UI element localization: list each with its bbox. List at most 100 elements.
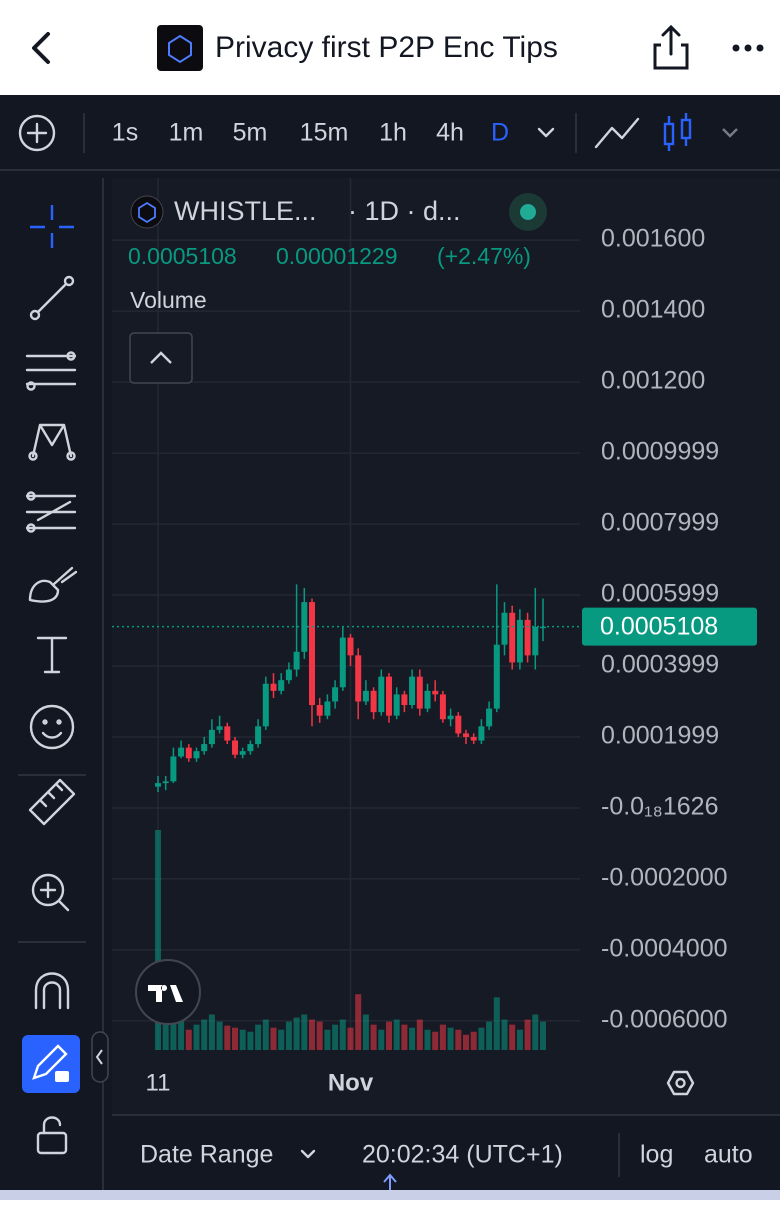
candle-body bbox=[262, 683, 269, 727]
candle-body bbox=[278, 680, 285, 691]
volume-bar bbox=[162, 1024, 169, 1050]
last-price-text: 0.0005108 bbox=[128, 243, 237, 269]
y-tick-label: 0.001400 bbox=[601, 296, 705, 324]
candle-chart-button[interactable] bbox=[663, 113, 692, 151]
interval-button[interactable]: 5m bbox=[233, 119, 268, 147]
interval-button[interactable]: 4h bbox=[436, 119, 464, 147]
volume-bar bbox=[285, 1021, 292, 1050]
share-button[interactable] bbox=[653, 24, 689, 70]
symbol-name[interactable]: WHISTLE... bbox=[174, 196, 317, 226]
trend-line-tool[interactable] bbox=[29, 275, 75, 321]
date-range-button[interactable]: Date Range bbox=[140, 1141, 273, 1169]
candle-body bbox=[432, 690, 439, 695]
volume-bar bbox=[316, 1021, 323, 1050]
last-price-badge bbox=[582, 607, 757, 646]
candle-body bbox=[162, 781, 169, 784]
channel-icon-glyph bbox=[168, 34, 192, 64]
interval-button[interactable]: 15m bbox=[300, 119, 349, 147]
auto-toggle[interactable]: auto bbox=[704, 1141, 753, 1169]
share-icon bbox=[653, 43, 689, 70]
channel-icon bbox=[157, 25, 203, 71]
candle-body bbox=[501, 612, 508, 645]
brush-tool[interactable] bbox=[28, 566, 78, 603]
time-display: 20:02:34 (UTC+1) bbox=[362, 1141, 563, 1169]
volume-bar bbox=[416, 1019, 423, 1050]
volume-bar bbox=[532, 1014, 539, 1050]
volume-label: Volume bbox=[130, 287, 207, 313]
interval-button[interactable]: 1s bbox=[112, 119, 138, 147]
volume-bar bbox=[201, 1019, 208, 1050]
line-chart-button[interactable] bbox=[594, 117, 640, 149]
interval-button[interactable]: 1m bbox=[169, 119, 204, 147]
scroll-indicator bbox=[383, 1173, 397, 1192]
add-plus bbox=[26, 122, 48, 144]
volume-bar bbox=[185, 1029, 192, 1050]
bottom-bar bbox=[0, 1190, 780, 1200]
drawing-mode-button[interactable] bbox=[22, 1035, 80, 1093]
volume-bar bbox=[463, 1034, 469, 1050]
collapse-icon bbox=[150, 351, 172, 364]
dot bbox=[756, 44, 764, 52]
candle-body bbox=[270, 683, 277, 691]
sidebar-toggle[interactable] bbox=[91, 1031, 109, 1083]
candle-body bbox=[309, 602, 315, 706]
y-tick-label: -0.0₁₈1626 bbox=[601, 793, 719, 821]
fib-tool[interactable] bbox=[25, 351, 77, 391]
volume-bar bbox=[386, 1021, 392, 1050]
magnet-tool[interactable] bbox=[34, 972, 70, 1010]
emoji-tool[interactable] bbox=[29, 704, 75, 750]
volume-bar bbox=[439, 1024, 446, 1050]
symbol-interval: · 1D · d... bbox=[348, 196, 461, 226]
chart-panel bbox=[112, 178, 780, 1115]
volume-bar bbox=[540, 1021, 546, 1050]
candle-body bbox=[293, 651, 300, 670]
volume-bar bbox=[255, 1024, 262, 1050]
volume-bar bbox=[262, 1019, 269, 1050]
y-tick-label: -0.0006000 bbox=[601, 1006, 728, 1034]
chart-type-menu[interactable] bbox=[722, 128, 738, 138]
candle-body bbox=[416, 676, 423, 709]
candle-body bbox=[216, 726, 223, 730]
volume-bar bbox=[470, 1031, 477, 1050]
pattern-tool[interactable] bbox=[28, 423, 76, 461]
collapse-button[interactable] bbox=[129, 332, 193, 384]
volume-bar bbox=[324, 1029, 331, 1050]
interval-menu[interactable] bbox=[537, 127, 555, 138]
interval-button[interactable]: 1h bbox=[379, 119, 407, 147]
candle-body bbox=[178, 747, 185, 757]
last-price-label: 0.0005108 bbox=[600, 612, 718, 640]
add-button[interactable] bbox=[18, 114, 56, 152]
y-tick-label: 0.001200 bbox=[601, 367, 705, 395]
tradingview-logo[interactable] bbox=[135, 959, 201, 1025]
y-tick-label: 0.0009999 bbox=[601, 438, 719, 466]
y-tick-label: 0.001600 bbox=[601, 225, 705, 253]
text-tool[interactable] bbox=[36, 636, 68, 674]
volume-bar bbox=[293, 1017, 300, 1050]
more-button[interactable] bbox=[732, 44, 764, 52]
back-button[interactable] bbox=[32, 32, 50, 64]
header-bar bbox=[0, 0, 780, 95]
prediction-tool[interactable] bbox=[25, 491, 77, 533]
interval-button[interactable]: D bbox=[491, 119, 509, 147]
volume-bar bbox=[501, 1019, 508, 1050]
volume-bar bbox=[455, 1029, 462, 1050]
zoom-tool[interactable] bbox=[31, 873, 70, 912]
volume-bar bbox=[362, 1014, 369, 1050]
candle-body bbox=[401, 694, 408, 706]
volume-bar bbox=[516, 1029, 523, 1050]
dot bbox=[744, 44, 752, 52]
volume-bar bbox=[170, 1019, 177, 1050]
lock-tool[interactable] bbox=[36, 1116, 68, 1155]
symbol-icon-glyph bbox=[138, 201, 156, 224]
volume-bar bbox=[224, 1025, 231, 1050]
crosshair-tool[interactable] bbox=[30, 205, 74, 248]
volume-bar bbox=[493, 997, 500, 1050]
volume-bar bbox=[447, 1027, 454, 1050]
ruler-tool[interactable] bbox=[28, 778, 76, 826]
log-toggle[interactable]: log bbox=[640, 1141, 673, 1169]
settings-button[interactable] bbox=[666, 1070, 695, 1096]
x-tick-label: Nov bbox=[328, 1069, 374, 1096]
volume-bar bbox=[347, 1027, 354, 1050]
volume-bar bbox=[401, 1024, 408, 1050]
volume-bar bbox=[309, 1019, 315, 1050]
